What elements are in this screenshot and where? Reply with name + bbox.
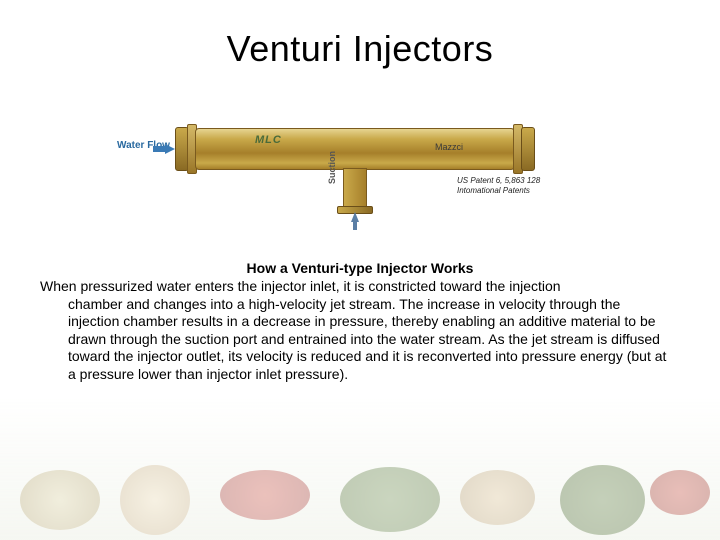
body-paragraph: When pressurized water enters the inject… [40, 278, 680, 383]
tube-cap-right [521, 127, 535, 171]
suction-arrow-icon [353, 220, 357, 230]
water-arrow-head-icon [165, 144, 175, 154]
venturi-diagram: MLC Mazzci Water Flow Suction US Patent … [145, 110, 575, 230]
brand-text: Mazzci [435, 142, 463, 152]
tube-body [195, 128, 515, 170]
page-title: Venturi Injectors [40, 28, 680, 70]
patent-line2: Intomational Patents [457, 186, 530, 195]
patent-line1: US Patent 6, 5,863 128 [457, 176, 540, 185]
body-indented-text: chamber and changes into a high-velocity… [40, 296, 670, 384]
patent-text: US Patent 6, 5,863 128 Intomational Pate… [457, 176, 540, 195]
suction-label: Suction [327, 151, 337, 184]
logo-text: MLC [255, 134, 282, 146]
body-first-line: When pressurized water enters the inject… [40, 278, 561, 294]
diagram-container: MLC Mazzci Water Flow Suction US Patent … [40, 110, 680, 230]
suction-port [343, 168, 367, 210]
section-subtitle: How a Venturi-type Injector Works [40, 260, 680, 276]
